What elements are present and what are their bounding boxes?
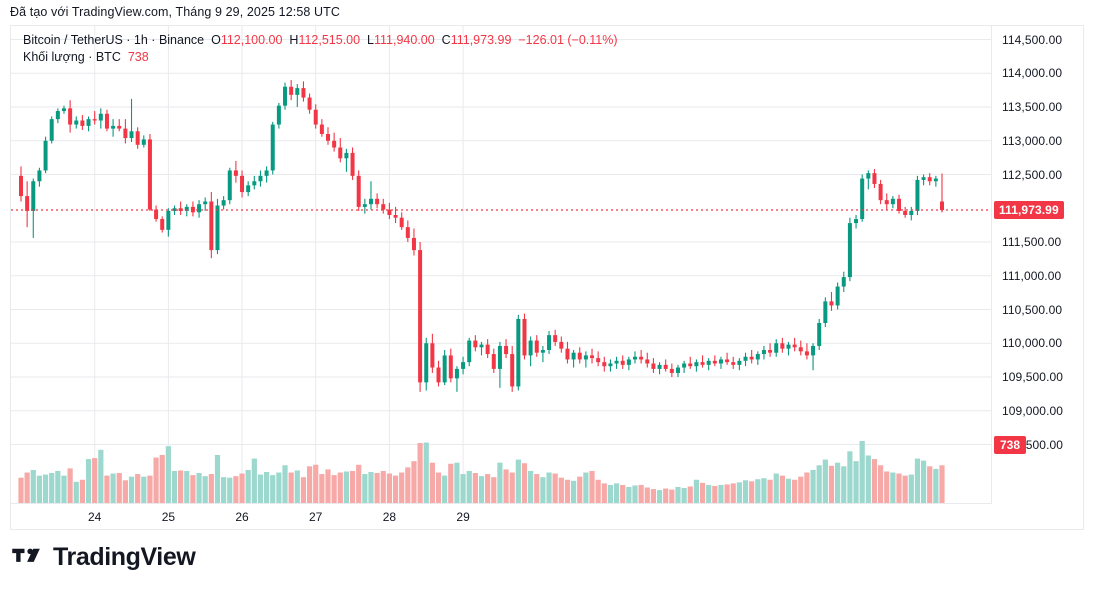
chart-frame: Bitcoin / TetherUS · 1h · Binance O112,1…	[10, 25, 1084, 530]
price-tick-label: 109,500.00	[1002, 370, 1064, 384]
price-tick-label: 114,000.00	[1002, 66, 1063, 81]
price-tick-label: 110,500.00	[1002, 302, 1063, 317]
volume-value-badge: 738	[994, 435, 1027, 454]
candlestick-svg	[11, 26, 991, 503]
time-axis[interactable]: 24 25 26 27 28 29	[11, 503, 991, 529]
time-tick-label: 26	[235, 510, 249, 524]
time-tick-label: 25	[161, 510, 176, 524]
tradingview-mark-icon	[12, 548, 40, 562]
price-tick-label: 109,000.00	[1002, 403, 1064, 418]
tradingview-wordmark: TradingView	[53, 543, 196, 571]
price-tick-label: 113,500.00	[1002, 100, 1063, 114]
price-plot-area[interactable]	[11, 26, 991, 504]
time-tick-label: 24	[88, 510, 102, 524]
current-price-badge: 111,973.99	[994, 201, 1064, 219]
price-tick-label: 112,500.00	[1002, 167, 1063, 182]
time-tick-label: 29	[456, 510, 470, 524]
price-tick-label: 111,500.00	[1002, 235, 1062, 249]
price-tick-label: 111,000.00	[1002, 268, 1062, 283]
time-tick-label: 27	[309, 510, 323, 524]
time-tick-label: 28	[382, 510, 397, 524]
price-tick-label: 113,000.00	[1002, 133, 1063, 148]
price-tick-label: 110,000.00	[1002, 336, 1063, 351]
created-with-caption: Đã tạo với TradingView.com, Tháng 9 29, …	[10, 5, 340, 19]
price-tick-label: 114,500.00	[1002, 32, 1063, 47]
price-axis[interactable]: 114,500.00 114,000.00 113,500.00 113,000.00…	[991, 26, 1083, 504]
tradingview-logo: TradingView	[12, 543, 196, 571]
